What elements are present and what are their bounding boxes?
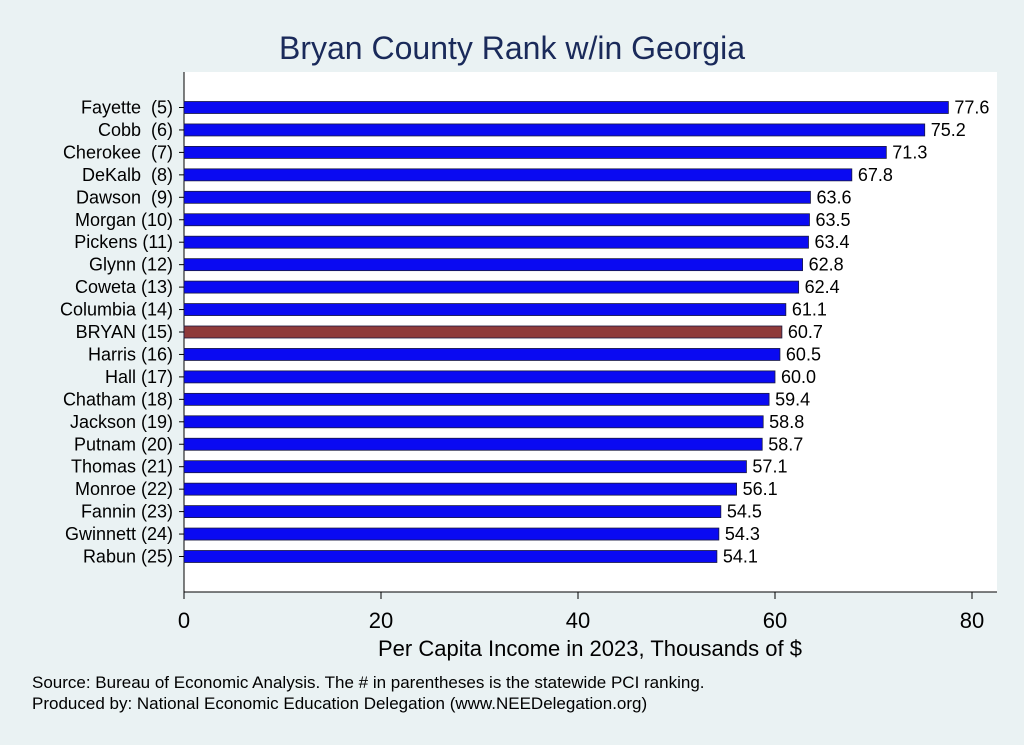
data-label: 67.8	[858, 165, 893, 185]
data-label: 54.5	[727, 502, 762, 522]
bars-group: Fayette (5) 77.6 Cobb (6) 75.2 Cherokee (7) 7…	[60, 98, 989, 567]
data-label: 58.8	[769, 412, 804, 432]
x-tick-label: 20	[369, 608, 393, 633]
category-label: Coweta (13)	[75, 277, 173, 297]
category-label: Pickens (11)	[74, 232, 173, 252]
data-label: 58.7	[768, 434, 803, 454]
bar-chart: Bryan County Rank w/in Georgia Fayette (…	[60, 30, 997, 661]
bar	[183, 392, 770, 406]
category-label: DeKalb (8)	[82, 165, 173, 185]
bar	[183, 437, 763, 451]
category-label: Columbia (14)	[60, 300, 173, 320]
category-label: Fannin (23)	[81, 502, 173, 522]
data-label: 63.6	[816, 187, 851, 207]
category-label: Cobb (6)	[98, 120, 173, 140]
chart-footer: Source: Bureau of Economic Analysis. The…	[32, 672, 705, 714]
x-ticks-group: 0 20 40 60 80	[178, 592, 984, 633]
bar	[183, 258, 803, 272]
category-label: Harris (16)	[88, 344, 173, 364]
data-label: 63.4	[814, 232, 849, 252]
data-label: 54.3	[725, 524, 760, 544]
x-tick-label: 0	[178, 608, 190, 633]
category-label: Chatham (18)	[63, 389, 173, 409]
data-label: 62.4	[805, 277, 840, 297]
bar	[183, 460, 747, 474]
x-tick-label: 40	[566, 608, 590, 633]
bar	[183, 145, 887, 159]
category-label: Fayette (5)	[81, 98, 173, 118]
chart-title: Bryan County Rank w/in Georgia	[279, 30, 745, 66]
data-label: 57.1	[752, 457, 787, 477]
data-label: 75.2	[931, 120, 966, 140]
category-label: Rabun (25)	[83, 547, 173, 567]
data-label: 62.8	[809, 255, 844, 275]
category-label: Glynn (12)	[89, 255, 173, 275]
bar-highlight	[183, 325, 783, 339]
data-label: 60.5	[786, 344, 821, 364]
category-label: Thomas (21)	[71, 457, 173, 477]
data-label: 54.1	[723, 547, 758, 567]
bar	[183, 550, 718, 563]
bar	[183, 527, 720, 541]
category-label: Hall (17)	[105, 367, 173, 387]
bar	[183, 168, 853, 182]
bar	[183, 235, 809, 249]
x-tick-label: 60	[763, 608, 787, 633]
bar	[183, 482, 737, 496]
bar	[183, 190, 811, 204]
data-label: 61.1	[792, 300, 827, 320]
category-label: Monroe (22)	[75, 479, 173, 499]
category-label: Morgan (10)	[75, 210, 173, 230]
category-label: Cherokee (7)	[63, 142, 173, 162]
data-label: 60.0	[781, 367, 816, 387]
data-label: 56.1	[743, 479, 778, 499]
source-note: Source: Bureau of Economic Analysis. The…	[32, 673, 705, 692]
producer-note: Produced by: National Economic Education…	[32, 694, 648, 713]
bar	[183, 213, 810, 227]
category-label: Putnam (20)	[74, 434, 173, 454]
x-axis-label: Per Capita Income in 2023, Thousands of …	[378, 636, 802, 661]
data-label: 59.4	[775, 389, 810, 409]
data-label: 71.3	[892, 142, 927, 162]
bar	[183, 370, 776, 384]
bar	[183, 101, 949, 114]
data-label: 77.6	[954, 98, 989, 118]
bar	[183, 348, 781, 361]
bar	[183, 505, 722, 519]
category-label: Dawson (9)	[76, 187, 173, 207]
category-label: Gwinnett (24)	[65, 524, 173, 544]
x-tick-label: 80	[960, 608, 984, 633]
bar	[183, 280, 800, 294]
data-label: 60.7	[788, 322, 823, 342]
bar	[183, 415, 764, 429]
data-label: 63.5	[815, 210, 850, 230]
category-label: Jackson (19)	[70, 412, 173, 432]
bar	[183, 123, 926, 137]
category-label: BRYAN (15)	[76, 322, 173, 342]
bar	[183, 303, 787, 316]
